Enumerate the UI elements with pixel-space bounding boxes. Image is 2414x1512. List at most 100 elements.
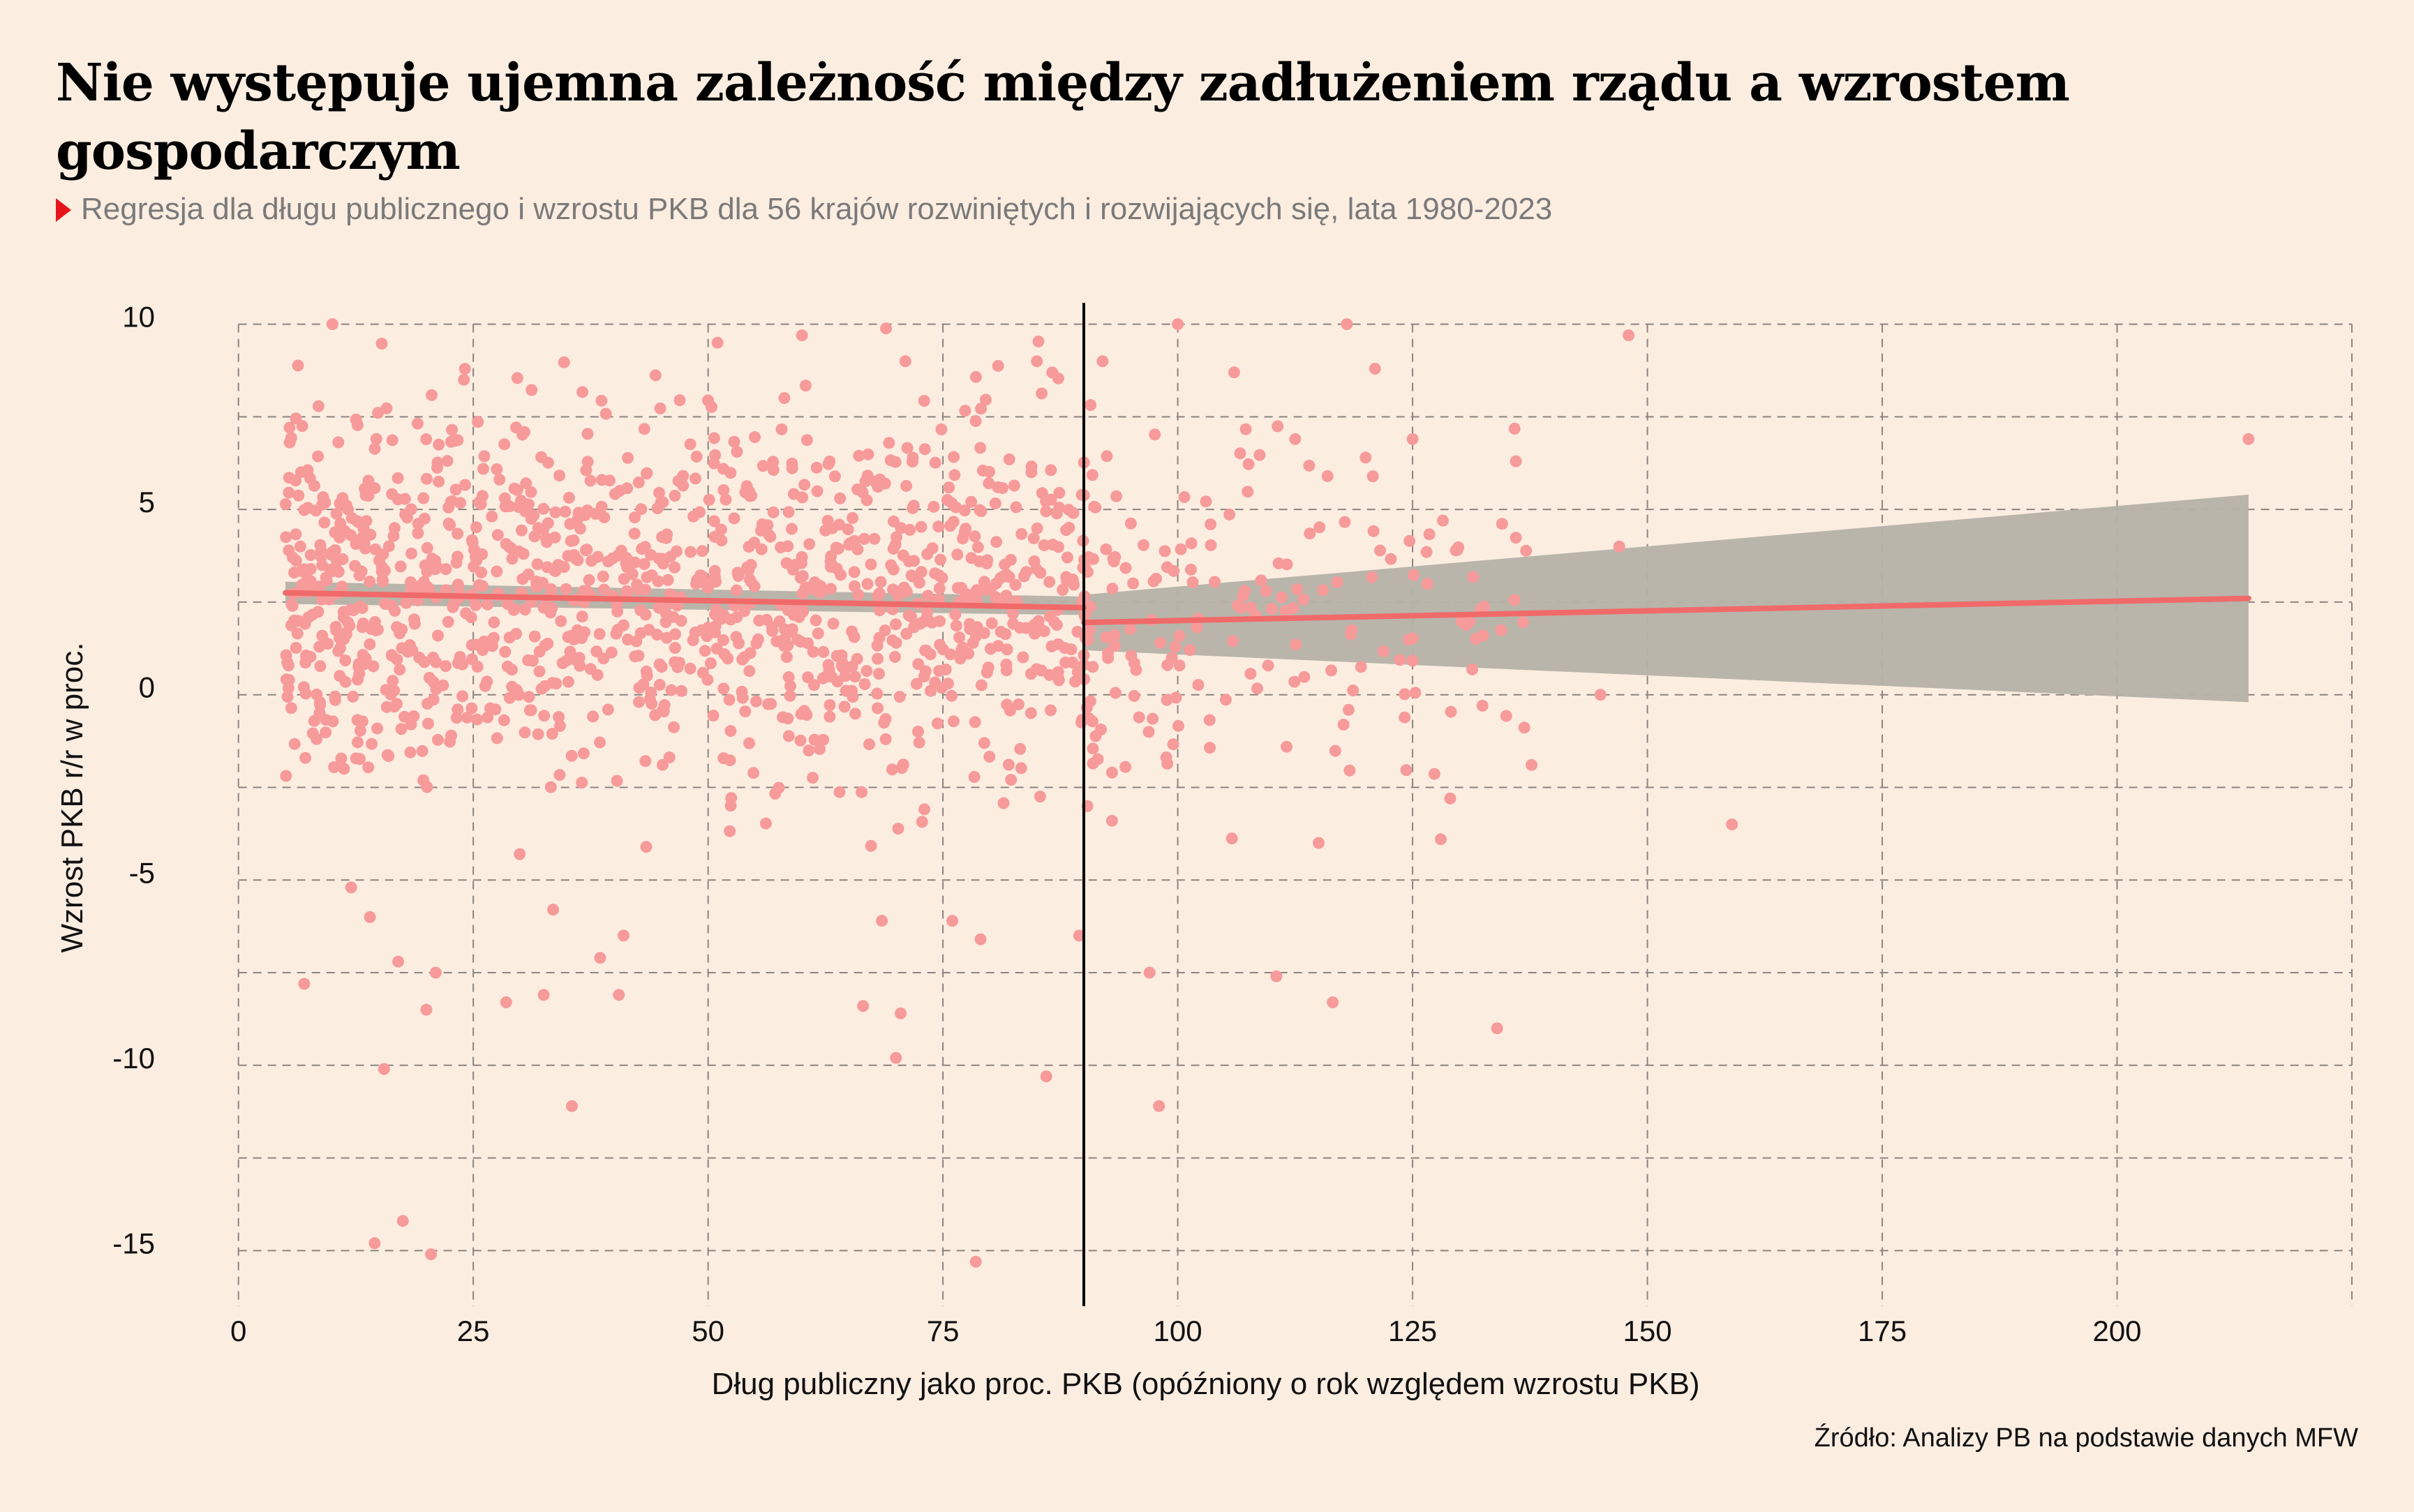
data-point xyxy=(285,432,297,444)
data-point xyxy=(1167,738,1179,751)
data-point xyxy=(669,628,681,641)
data-point xyxy=(539,680,551,692)
data-point xyxy=(336,492,349,504)
data-point xyxy=(851,484,864,495)
data-point xyxy=(314,698,327,711)
data-point xyxy=(733,637,745,650)
data-point xyxy=(1428,768,1440,780)
data-point xyxy=(470,599,482,611)
data-point xyxy=(328,761,341,773)
data-point xyxy=(739,705,752,718)
data-point xyxy=(1083,624,1096,636)
data-point xyxy=(313,581,326,593)
data-point xyxy=(653,486,665,499)
data-point xyxy=(690,450,703,463)
data-point xyxy=(388,684,401,697)
data-point xyxy=(860,665,873,678)
data-point xyxy=(782,506,795,518)
data-point xyxy=(1010,501,1022,514)
data-point xyxy=(595,394,608,407)
data-point xyxy=(296,420,308,433)
data-point xyxy=(290,642,302,654)
data-point xyxy=(587,710,599,723)
data-point xyxy=(1025,461,1038,473)
data-point xyxy=(638,557,650,570)
data-point xyxy=(990,536,1003,548)
data-point xyxy=(335,752,348,765)
data-point xyxy=(985,617,998,629)
data-point xyxy=(481,675,493,688)
data-point xyxy=(442,615,454,628)
data-point xyxy=(354,724,366,737)
data-point xyxy=(298,978,311,990)
data-point xyxy=(747,767,760,779)
data-point xyxy=(452,703,464,716)
data-point xyxy=(825,583,837,595)
data-point xyxy=(1345,628,1357,641)
data-point xyxy=(299,617,311,630)
x-tick-label: 200 xyxy=(2092,1315,2141,1347)
data-point xyxy=(367,660,380,673)
data-point xyxy=(1437,514,1449,527)
data-point xyxy=(782,671,795,683)
data-point xyxy=(1002,758,1015,771)
data-point xyxy=(1444,792,1456,804)
data-point xyxy=(684,662,696,675)
data-point xyxy=(1253,449,1266,461)
data-point xyxy=(1119,562,1132,574)
x-tick-label: 150 xyxy=(1623,1315,1672,1347)
data-point xyxy=(1272,557,1285,569)
data-point xyxy=(1228,366,1240,379)
data-point xyxy=(918,803,930,816)
data-point xyxy=(637,678,650,691)
data-point xyxy=(371,722,383,735)
data-point xyxy=(609,488,621,500)
data-point xyxy=(695,624,708,636)
data-point xyxy=(907,500,920,512)
data-point xyxy=(370,433,382,445)
data-point xyxy=(613,989,625,1001)
data-point xyxy=(597,652,610,665)
data-point xyxy=(1085,399,1097,411)
data-point xyxy=(944,648,957,661)
data-point xyxy=(879,733,892,745)
data-point xyxy=(1205,539,1217,551)
data-point xyxy=(1403,534,1416,547)
data-point xyxy=(653,679,666,691)
data-point xyxy=(908,555,921,567)
data-point xyxy=(1015,527,1028,540)
x-tick-label: 25 xyxy=(457,1315,490,1347)
data-point xyxy=(564,518,576,530)
data-point xyxy=(1014,622,1026,634)
data-point xyxy=(368,442,381,455)
data-point xyxy=(969,370,982,383)
data-point xyxy=(634,627,647,639)
data-point xyxy=(902,609,915,622)
data-point xyxy=(1161,758,1174,770)
data-point xyxy=(649,709,662,721)
data-point xyxy=(1399,688,1411,701)
data-point xyxy=(724,800,737,812)
data-point xyxy=(934,615,946,627)
data-point xyxy=(817,733,830,746)
data-point xyxy=(611,774,623,787)
data-point xyxy=(1466,663,1479,675)
data-point xyxy=(1613,540,1625,553)
data-point xyxy=(946,497,958,509)
grid-lines xyxy=(237,323,2353,1306)
data-point xyxy=(1100,543,1112,555)
data-point xyxy=(525,513,537,525)
data-point xyxy=(446,495,459,507)
data-point xyxy=(926,542,939,555)
data-point xyxy=(743,665,756,678)
data-point xyxy=(1158,545,1171,557)
data-point xyxy=(874,473,886,486)
data-point xyxy=(1400,764,1413,777)
data-point xyxy=(388,522,401,534)
y-tick-label: 5 xyxy=(139,486,155,518)
data-point xyxy=(477,463,489,475)
x-tick-label: 125 xyxy=(1388,1315,1437,1347)
x-tick-label: 175 xyxy=(1858,1315,1907,1347)
data-point xyxy=(1313,521,1326,534)
data-point xyxy=(459,363,471,375)
